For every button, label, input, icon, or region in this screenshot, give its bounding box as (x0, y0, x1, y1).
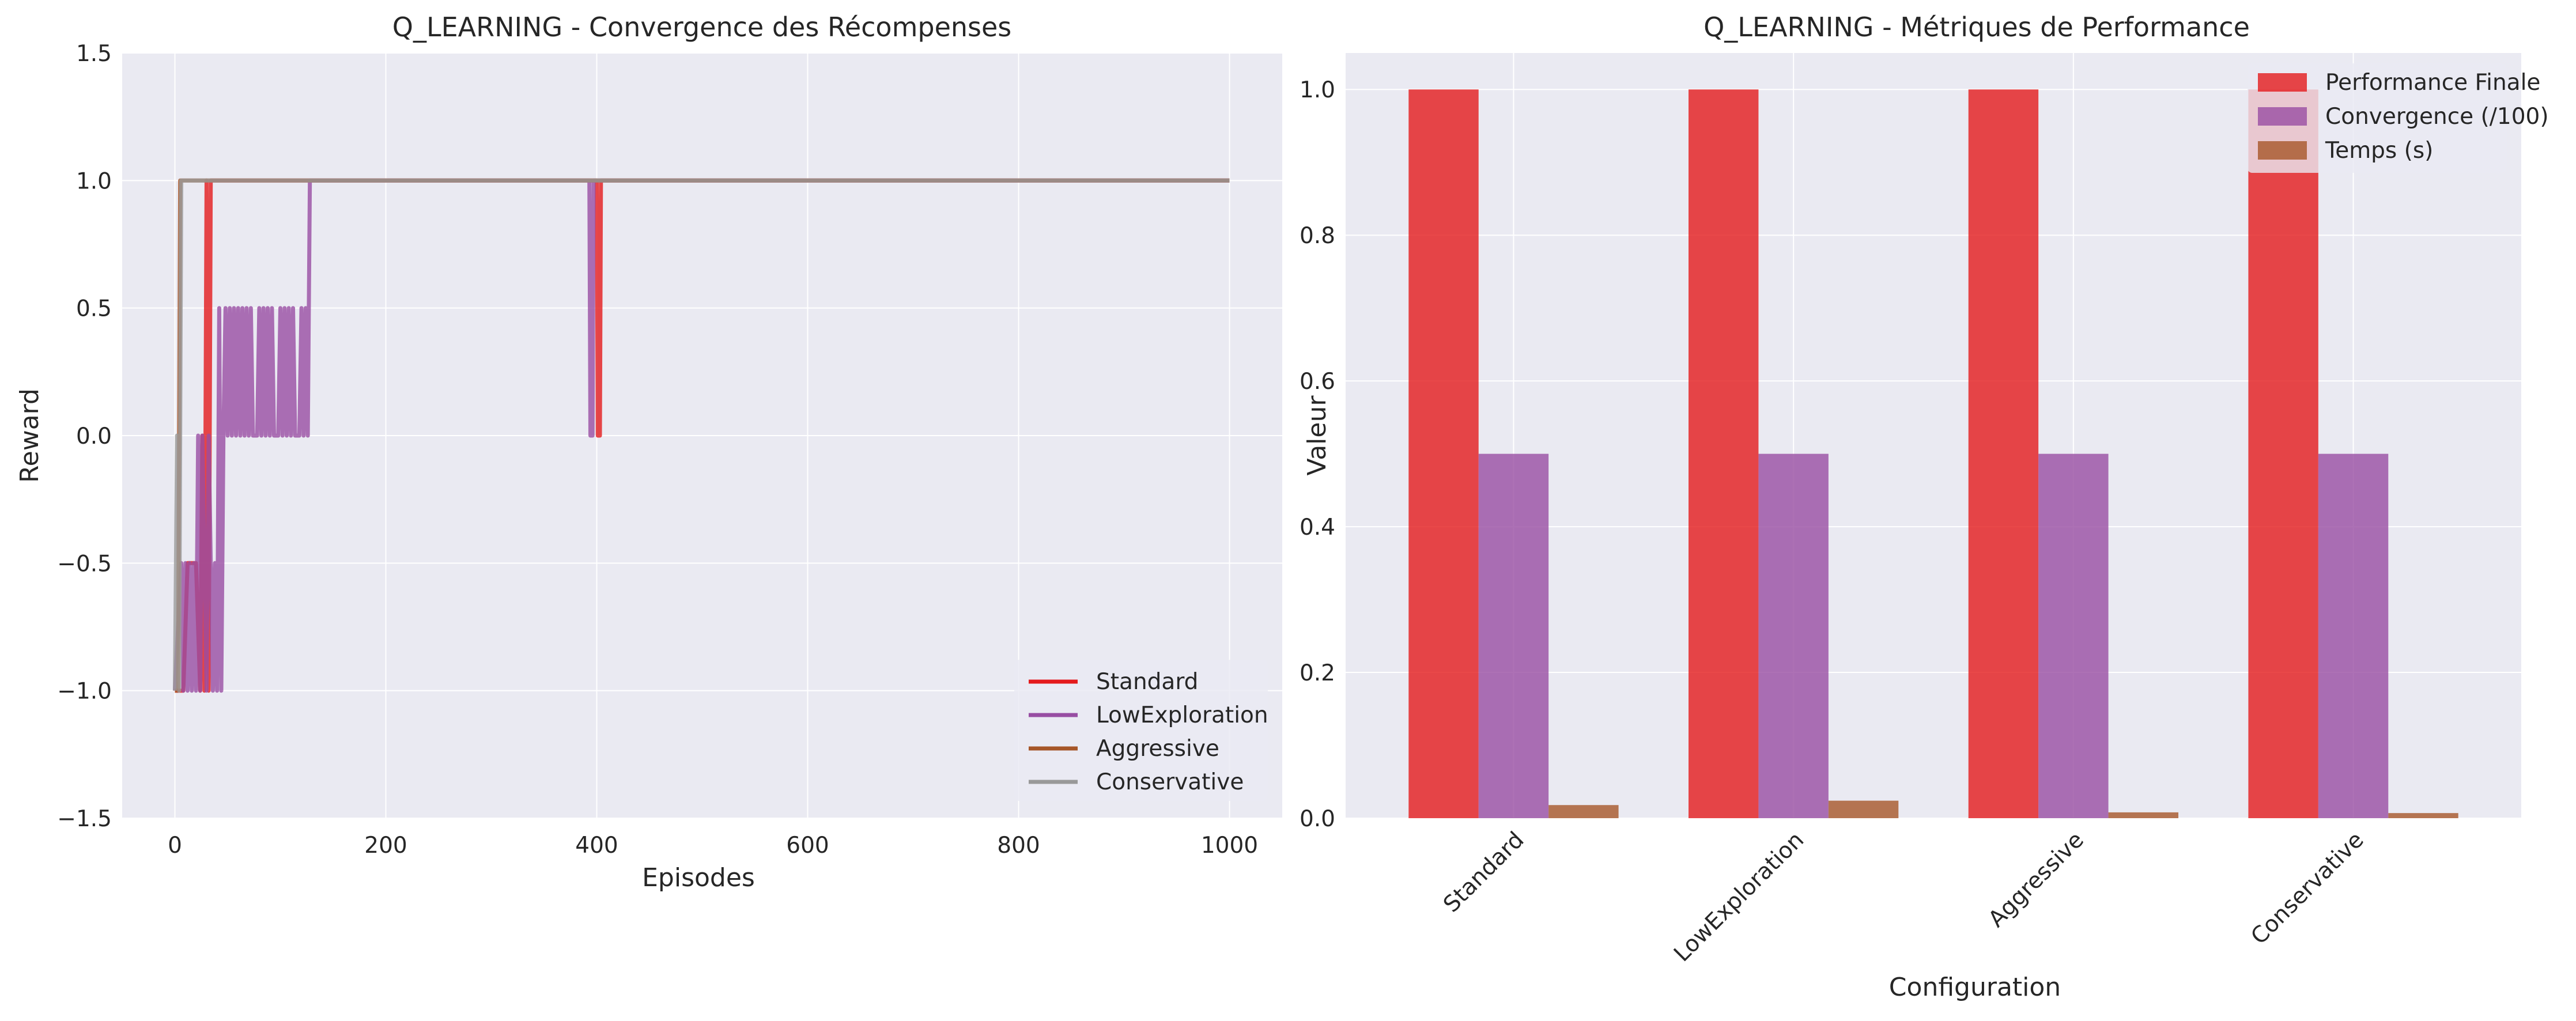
left-legend: Standard LowExploration Aggressive Conserva… (1014, 660, 1268, 801)
legend-label-lowexploration: LowExploration (1096, 702, 1268, 728)
left-x-tick-label: 400 (575, 833, 618, 859)
bar-aggressive-performance-finale (1968, 89, 2039, 819)
bar-standard-convergence-100 (1478, 453, 1549, 818)
right-y-tick-label: 1.0 (1300, 77, 1335, 103)
left-x-tick-label: 200 (364, 833, 407, 859)
legend-label-temps-s: Temps (s) (2325, 138, 2433, 164)
legend-swatch-temps-s (2258, 141, 2307, 160)
left-y-tick-label: −1.0 (57, 679, 112, 705)
left-x-tick-label: 800 (997, 833, 1040, 859)
series-line-conservative (173, 178, 1230, 693)
left-y-tick-label: 0.0 (76, 423, 112, 449)
reward-convergence-chart: 0 200 400 600 800 1000 −1.5 −1.0 −0.5 0.0 0.5 1.0 1… (15, 12, 1282, 893)
bar-lowexploration-convergence-100 (1758, 453, 1829, 818)
bar-aggressive-temps-s (2108, 812, 2178, 818)
right-y-tick-label: 0.0 (1300, 806, 1335, 832)
left-x-axis-label: Episodes (642, 863, 755, 893)
right-legend: Performance Finale Convergence (/100) Temp… (2248, 63, 2549, 173)
legend-swatch-performance-finale (2258, 73, 2307, 92)
right-y-tick-label: 0.4 (1300, 515, 1335, 540)
right-y-axis-label: Valeur (1302, 395, 1332, 476)
bar-lowexploration-performance-finale (1689, 89, 1759, 819)
left-y-tick-label: 0.5 (76, 296, 112, 322)
bar-standard-temps-s (1548, 805, 1619, 818)
bar-conservative-temps-s (2388, 813, 2458, 818)
bar-aggressive-convergence-100 (2038, 453, 2109, 818)
bar-lowexploration-temps-s (1828, 800, 1899, 818)
legend-label-convergence-100: Convergence (/100) (2325, 104, 2549, 130)
left-x-tick-label: 0 (168, 833, 182, 859)
bar-conservative-convergence-100 (2318, 453, 2389, 818)
right-x-axis-label: Configuration (1889, 973, 2061, 1002)
left-y-tick-label: 1.0 (76, 168, 112, 194)
left-y-tick-label: 1.5 (76, 41, 112, 67)
right-y-tick-label: 0.6 (1300, 369, 1335, 395)
left-y-tick-label: −0.5 (57, 551, 112, 577)
legend-label-aggressive: Aggressive (1096, 736, 1219, 762)
left-x-tick-label: 1000 (1201, 833, 1258, 859)
left-chart-title: Q_LEARNING - Convergence des Récompenses (392, 12, 1012, 43)
legend-label-standard: Standard (1096, 669, 1198, 695)
bar-standard-performance-finale (1408, 89, 1479, 819)
legend-swatch-convergence-100 (2258, 107, 2307, 126)
left-x-tick-label: 600 (786, 833, 829, 859)
right-legend-frame (2248, 63, 2507, 173)
legend-label-performance-finale: Performance Finale (2325, 70, 2540, 96)
series-line-lowexploration (173, 178, 1230, 693)
legend-label-conservative: Conservative (1096, 769, 1244, 795)
right-y-tick-label: 0.2 (1300, 660, 1335, 686)
left-y-axis-label: Reward (15, 388, 44, 483)
left-y-tick-label: −1.5 (57, 806, 112, 832)
right-chart-title: Q_LEARNING - Métriques de Performance (1704, 12, 2250, 43)
right-y-tick-label: 0.8 (1300, 223, 1335, 249)
bar-conservative-performance-finale (2248, 89, 2318, 819)
